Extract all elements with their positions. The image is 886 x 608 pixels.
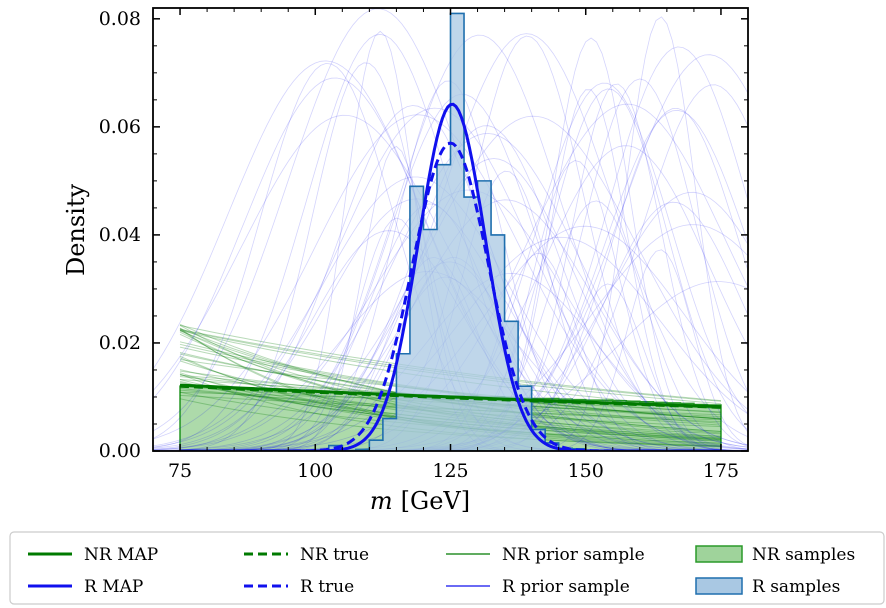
r-samples-histogram	[180, 12, 721, 451]
legend-label: R MAP	[84, 577, 143, 597]
legend-label: NR true	[300, 545, 369, 565]
map-and-true-curves	[179, 102, 722, 451]
legend-label: R true	[300, 577, 354, 597]
legend-frame	[9, 531, 885, 605]
legend-label: R samples	[752, 577, 840, 597]
legend-label: R prior sample	[502, 577, 630, 597]
legend: NR MAP NR true NR prior sample NR samples R …	[9, 531, 885, 605]
x-axis-variable: m	[370, 487, 393, 515]
legend-item-nr-samples: NR samples	[695, 545, 855, 565]
y-tick-label: 0.02	[99, 332, 141, 354]
legend-label: NR samples	[752, 545, 855, 565]
axis-ticks	[152, 8, 749, 452]
legend-item-nr-prior-sample: NR prior sample	[446, 545, 645, 565]
legend-swatch	[695, 545, 743, 563]
x-tick-label: 125	[432, 460, 468, 482]
x-tick-label: 150	[568, 460, 604, 482]
legend-item-r-true: R true	[244, 577, 354, 597]
r-samples-fill	[180, 12, 721, 451]
legend-item-r-map: R MAP	[28, 577, 143, 597]
legend-item-r-prior-sample: R prior sample	[446, 577, 630, 597]
y-tick-label: 0.04	[99, 224, 141, 246]
r-prior-sample-line	[153, 283, 748, 451]
y-tick-label: 0.08	[99, 8, 141, 30]
y-tick-label: 0.06	[99, 116, 141, 138]
legend-item-r-samples: R samples	[695, 577, 840, 597]
x-tick-label: 100	[297, 460, 333, 482]
r-map-curve	[180, 102, 721, 451]
legend-label: NR MAP	[84, 545, 158, 565]
legend-swatch	[695, 577, 743, 595]
r-prior-sample-line	[153, 16, 748, 451]
x-tick-label: 175	[703, 460, 739, 482]
x-axis-unit: [GeV]	[401, 487, 470, 515]
legend-items: NR MAP NR true NR prior sample NR samples R …	[28, 545, 855, 597]
x-axis-label: m [GeV]	[370, 487, 470, 515]
x-tick-label: 75	[168, 460, 192, 482]
legend-item-nr-true: NR true	[244, 545, 369, 565]
legend-label: NR prior sample	[502, 545, 645, 565]
y-tick-label: 0.00	[99, 440, 141, 462]
r-true-curve	[180, 141, 721, 451]
nr-true-curve	[179, 384, 722, 409]
r-prior-sample-line	[153, 249, 748, 451]
tick-labels: 75 100 125 150 175 0.00 0.02 0.04 0.06 0.08	[99, 8, 739, 482]
legend-item-nr-map: NR MAP	[28, 545, 158, 565]
y-axis-label: Density	[62, 184, 90, 277]
plot-area	[153, 8, 748, 451]
